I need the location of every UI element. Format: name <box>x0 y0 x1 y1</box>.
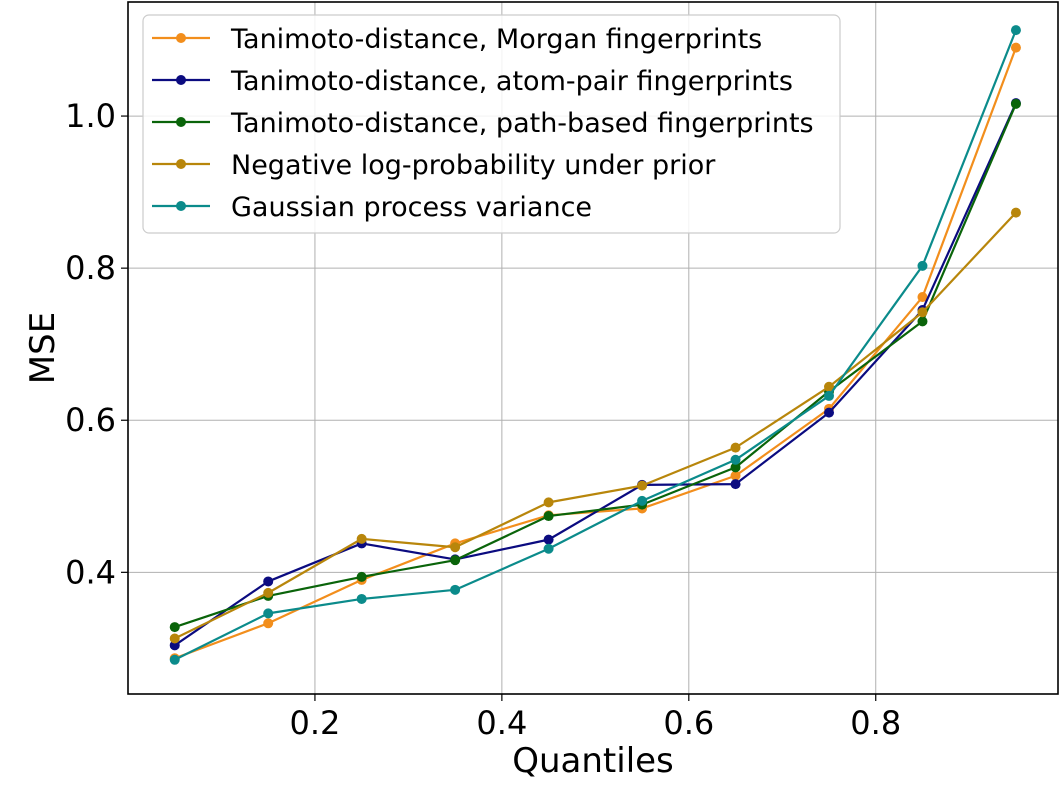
x-axis-label: Quantiles <box>512 741 674 781</box>
legend-item: Negative log-probability under prior <box>152 150 716 181</box>
data-point <box>169 640 180 651</box>
x-tick-label: 0.6 <box>663 704 714 742</box>
data-point <box>450 542 461 553</box>
data-point <box>543 511 554 522</box>
data-point <box>356 533 367 544</box>
series-line <box>174 211 1017 640</box>
data-point <box>356 593 367 604</box>
y-tick-label: 0.4 <box>65 553 116 591</box>
data-point <box>730 442 741 453</box>
data-point <box>824 390 835 401</box>
x-tick-label: 0.2 <box>289 704 340 742</box>
data-point <box>917 316 928 327</box>
legend-label: Tanimoto-distance, path-based fingerprin… <box>230 108 814 139</box>
data-point <box>730 479 741 490</box>
y-tick-label: 0.8 <box>65 249 116 287</box>
series-lines <box>169 25 1021 665</box>
data-point <box>824 381 835 392</box>
data-point <box>543 543 554 554</box>
y-axis-label: MSE <box>23 312 63 384</box>
legend-item: Tanimoto-distance, Morgan fingerprints <box>152 24 762 55</box>
legend-marker <box>176 75 186 85</box>
legend-item: Tanimoto-distance, atom-pair fingerprint… <box>152 66 793 97</box>
data-point <box>1010 207 1021 218</box>
legend-marker <box>176 159 186 169</box>
series-line <box>174 103 1017 629</box>
data-point <box>824 407 835 418</box>
data-point <box>169 633 180 644</box>
series-4 <box>169 25 1021 665</box>
data-point <box>169 622 180 633</box>
legend-marker <box>176 201 186 211</box>
data-point <box>637 480 648 491</box>
data-point <box>730 470 741 481</box>
data-point <box>263 608 274 619</box>
data-point <box>169 654 180 665</box>
data-point <box>1010 25 1021 36</box>
x-tick-label: 0.4 <box>476 704 527 742</box>
data-point <box>637 495 648 506</box>
data-point <box>356 571 367 582</box>
data-point <box>450 584 461 595</box>
x-tick-label: 0.8 <box>850 704 901 742</box>
data-point <box>730 454 741 465</box>
plot-frame <box>127 1 1059 695</box>
legend: Tanimoto-distance, Morgan fingerprints Ta… <box>142 14 841 234</box>
series-3 <box>169 207 1021 644</box>
data-point <box>1010 42 1021 53</box>
series-line <box>174 29 1017 661</box>
axis-ticks: 0.2 0.4 0.6 0.8 0.4 0.6 0.8 1.0 <box>65 97 901 742</box>
legend-label: Gaussian process variance <box>231 192 592 223</box>
series-line <box>174 102 1017 647</box>
y-tick-label: 0.6 <box>65 401 116 439</box>
data-point <box>543 534 554 545</box>
legend-marker <box>176 117 186 127</box>
legend-item: Tanimoto-distance, path-based fingerprin… <box>152 108 814 139</box>
data-point <box>917 260 928 271</box>
data-point <box>730 462 741 473</box>
data-point <box>1010 98 1021 109</box>
data-point <box>450 555 461 566</box>
legend-label: Tanimoto-distance, Morgan fingerprints <box>230 24 762 55</box>
legend-label: Tanimoto-distance, atom-pair fingerprint… <box>230 66 793 97</box>
data-point <box>917 307 928 318</box>
legend-box <box>142 14 841 234</box>
data-point <box>263 618 274 629</box>
data-point <box>263 587 274 598</box>
data-point <box>543 497 554 508</box>
data-point <box>917 292 928 303</box>
data-point <box>263 576 274 587</box>
legend-item: Gaussian process variance <box>152 192 592 223</box>
legend-marker <box>176 33 186 43</box>
legend-label: Negative log-probability under prior <box>231 150 716 181</box>
y-tick-label: 1.0 <box>65 97 116 135</box>
